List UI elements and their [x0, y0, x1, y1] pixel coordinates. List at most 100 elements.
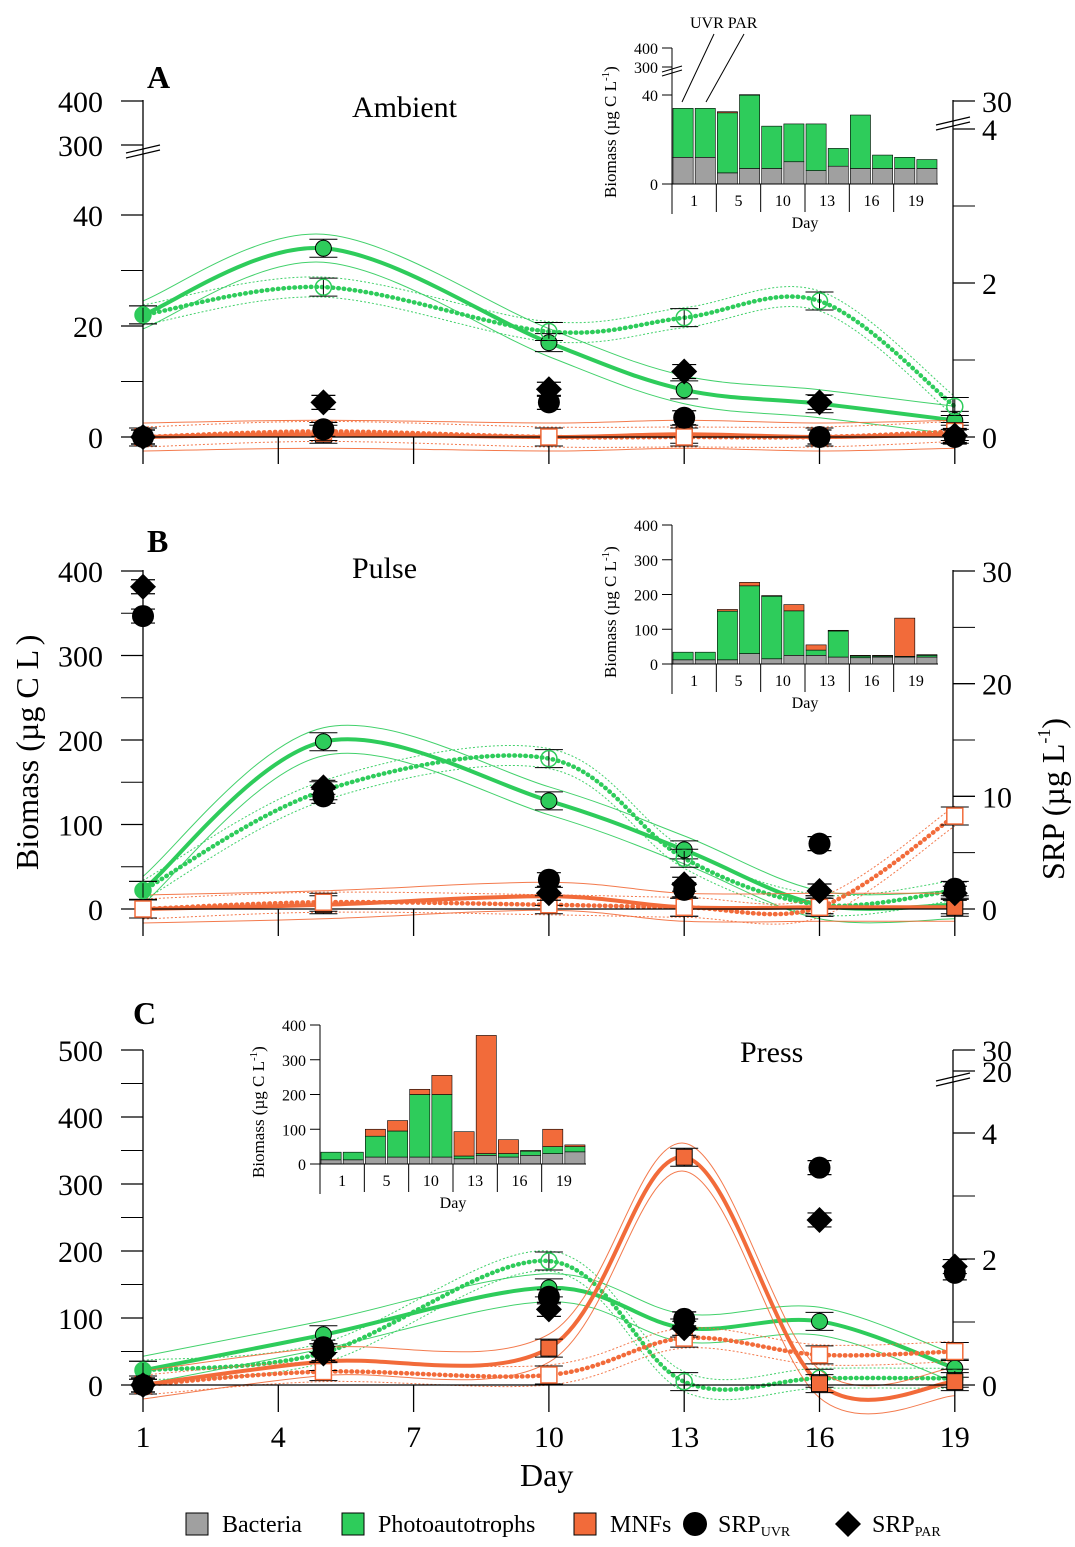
- panel-a-point-photoautotrophs-par: [946, 397, 964, 416]
- panel-b-inset-bar-photo: [739, 585, 760, 654]
- panel-c-inset-y-title: Biomass (µg C L-1): [248, 1046, 268, 1178]
- panel-c-right-tick-label: 2: [982, 1244, 997, 1277]
- panel-b-point-photoautotrophs-par: [540, 749, 558, 768]
- panel-c-inset-bar-photo: [365, 1135, 386, 1158]
- panel-a-inset-y-tick-label: 300: [634, 60, 658, 77]
- panel-c-inset-bar-photo: [342, 1151, 364, 1161]
- panel-a-inset-x-tick-label: 19: [908, 193, 924, 210]
- panel-a-point-srp-uvr: [312, 418, 335, 441]
- panel-b-inset-bar-bacteria: [761, 658, 783, 665]
- panel-c-inset-bar-bacteria: [409, 1156, 431, 1165]
- legend-photo-swatch: [341, 1512, 365, 1536]
- panel-c-inset-y-tick-label: 100: [282, 1122, 306, 1139]
- panel-c-x-tick-label: 10: [534, 1421, 564, 1454]
- panel-c-inset-y-tick-label: 300: [282, 1053, 306, 1070]
- panel-c-inset-bar-photo: [542, 1146, 564, 1154]
- panel-a-fit-photoautotrophs-par-ci: [142, 276, 956, 397]
- panel-b-inset-x-tick-label: 13: [819, 673, 835, 690]
- panel-a-inset-bar-bacteria: [872, 168, 893, 185]
- panel-b-inset-y-tick-label: 300: [634, 553, 658, 570]
- panel-b-point-mnfs-par: [134, 900, 152, 918]
- panel-c-inset-bar-photo: [498, 1153, 519, 1158]
- panel-b-fit-mnfs-par: [140, 813, 958, 917]
- panel-b-inset-bar-mnf: [916, 654, 938, 656]
- panel-b-inset-y-tick-label: 100: [634, 622, 658, 639]
- panel-c-point-srp-par: [941, 1253, 968, 1280]
- panel-a-inset: 0 40 300 400 1 5 10 13 16 19 Day Biomass (µg C L-1): [600, 41, 938, 232]
- panel-a-inset-y-title: Biomass (µg C L-1): [600, 66, 620, 198]
- panel-c-x-tick-label: 7: [406, 1421, 421, 1454]
- panel-c-left-tick-label: 200: [58, 1236, 103, 1269]
- panel-b-inset-bar-bacteria: [739, 653, 760, 665]
- panel-c-point-mnfs-uvr: [811, 1375, 828, 1393]
- panel-b-inset-bar-bacteria: [827, 656, 849, 665]
- panel-a-point-srp-par: [535, 376, 562, 403]
- panel-c-right-tick-label: 30: [982, 1035, 1012, 1068]
- panel-a-inset-bar-photo: [805, 123, 827, 171]
- panel-b-point-srp-uvr: [537, 868, 560, 891]
- panel-a-fit-photoautotrophs-par: [140, 284, 958, 409]
- panel-a-inset-bar-bacteria: [717, 172, 738, 185]
- panel-b-inset-bar-photo: [827, 630, 849, 658]
- panel-c-x-tick-label: 4: [271, 1421, 286, 1454]
- panel-b-left-tick-label: 100: [58, 810, 103, 843]
- panel-a-inset-x-tick-label: 16: [864, 193, 880, 210]
- panel-c-inset-bar-photo: [320, 1151, 342, 1161]
- panel-a-point-srp-par: [806, 389, 833, 416]
- panel-c-inset-bar-photo: [520, 1150, 541, 1156]
- panel-c-inset-bar-bacteria: [342, 1159, 364, 1165]
- panel-c-inset-bar-mnf: [542, 1128, 564, 1147]
- panel-a-inset-bar-photo: [761, 125, 783, 169]
- panel-a-right-tick-label: 0: [982, 422, 997, 455]
- panel-b-inset-bar-mnf: [894, 617, 916, 657]
- panel-c-inset-bar-bacteria: [520, 1155, 541, 1165]
- panel-c-inset-bar-mnf: [387, 1120, 408, 1132]
- panel-b-inset-bar-mnf: [827, 629, 849, 632]
- panel-a-point-mnfs-par: [675, 428, 693, 446]
- panel-c-inset-x-tick-label: 1: [338, 1173, 346, 1190]
- panel-c-inset-y-tick-label: 200: [282, 1088, 306, 1105]
- panel-c-point-mnfs-uvr: [675, 1148, 693, 1166]
- panel-c-right-tick-label: 0: [982, 1370, 997, 1403]
- panel-a-point-srp-uvr: [673, 406, 696, 429]
- panel-c-point-srp-par: [671, 1315, 698, 1342]
- panel-c-inset-x-tick-label: 19: [556, 1173, 572, 1190]
- panel-c-point-srp-par: [310, 1340, 337, 1367]
- panel-b-point-srp-uvr: [808, 832, 831, 855]
- legend-mnf-label: MNFs: [610, 1512, 671, 1538]
- panel-b-inset-bar-photo: [694, 651, 716, 661]
- y-right-axis-title: SRP (µg L-1): [1034, 718, 1071, 880]
- panel-b-inset-x-tick-label: 1: [690, 673, 698, 690]
- panel-a-inset-x-tick-label: 1: [690, 193, 698, 210]
- panel-a-right-tick-label: 2: [982, 268, 997, 301]
- panel-c-point-mnfs-par: [946, 1342, 964, 1361]
- panel-c-right-tick-label: 20: [982, 1056, 1012, 1089]
- panel-b-point-srp-par: [806, 877, 833, 904]
- panel-c-inset-bar-mnf: [453, 1131, 475, 1157]
- panel-c-fit-mnfs-par-ci: [142, 1327, 955, 1376]
- panel-a-inset-bar-photo: [783, 123, 805, 163]
- panel-a-inset-bar-bacteria: [739, 168, 760, 185]
- panel-c-point-srp-par: [806, 1206, 833, 1233]
- uvr-par-label: UVR PAR: [690, 15, 758, 32]
- panel-c-left-tick-label: 0: [88, 1370, 103, 1403]
- legend-photo-label: Photoautotrophs: [378, 1512, 535, 1538]
- panel-b-right-tick-label: 0: [982, 894, 997, 927]
- panel-c-x-tick-label: 13: [669, 1421, 699, 1454]
- panel-a-inset-bar-photo: [894, 157, 916, 169]
- panel-b-left-tick-label: 0: [88, 894, 103, 927]
- panel-b-inset-bar-bacteria: [717, 659, 738, 665]
- panel-c-inset-bar-bacteria: [542, 1153, 564, 1165]
- panel-a-inset-bar-photo: [872, 154, 893, 169]
- panel-c-left-tick-label: 100: [58, 1303, 103, 1336]
- panel-c-x-tick-label: 1: [136, 1421, 151, 1454]
- panel-c-inset-bar-bacteria: [564, 1151, 586, 1165]
- panel-a-point-srp-par: [671, 358, 698, 385]
- panel-b-left-tick-label: 400: [58, 556, 103, 589]
- panel-a-point-photoautotrophs-uvr: [314, 239, 332, 257]
- panel-b-inset-bar-photo: [805, 649, 827, 656]
- panel-c-inset-bar-bacteria: [320, 1159, 342, 1165]
- panel-a-right-axis-break: [935, 116, 971, 131]
- panel-b-inset-bar-bacteria: [672, 659, 694, 665]
- panel-b-inset-bar-mnf: [872, 655, 893, 657]
